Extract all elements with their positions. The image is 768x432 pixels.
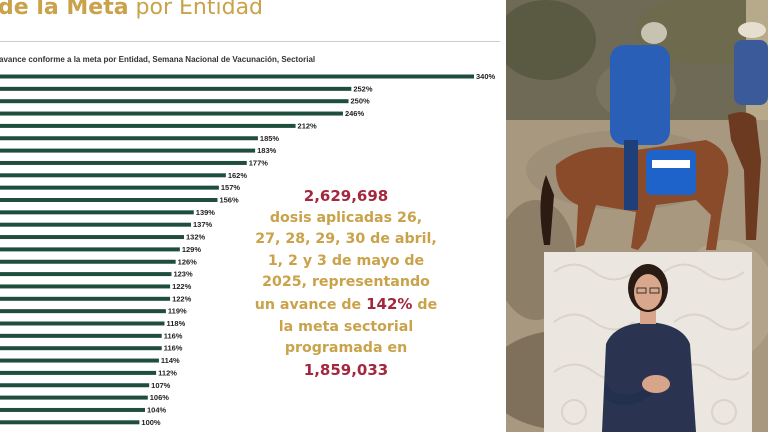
chart-bar xyxy=(0,383,150,388)
stat-percent: 142% xyxy=(366,294,413,313)
bar-value-label: 177% xyxy=(249,158,269,167)
bar-value-label: 340% xyxy=(476,72,496,81)
chart-subtitle: avance conforme a la meta por Entidad, S… xyxy=(0,55,316,64)
slide-title: de la Meta por Entidad xyxy=(0,0,263,20)
chart-bar xyxy=(0,198,218,202)
bar-value-label: 119% xyxy=(168,307,187,316)
chart-bar xyxy=(0,284,171,289)
chart-bar xyxy=(0,420,140,425)
bar-value-label: 104% xyxy=(147,405,167,414)
chart-bar xyxy=(0,333,162,338)
bar-value-label: 250% xyxy=(351,97,371,106)
bar-value-label: 246% xyxy=(345,109,365,118)
chart-bar xyxy=(0,222,191,227)
chart-bar xyxy=(0,173,226,178)
chart-bar xyxy=(0,321,165,326)
bar-value-label: 100% xyxy=(141,430,161,432)
stat-line: programada en xyxy=(284,340,408,357)
bar-value-label: 114% xyxy=(161,356,180,365)
stat-text: de xyxy=(412,296,438,313)
bar-value-label: 122% xyxy=(172,282,192,291)
chart-bar xyxy=(0,309,166,314)
bar-value-label: 139% xyxy=(196,208,216,217)
stat-line: 1, 2 y 3 de mayo de xyxy=(267,252,425,269)
chart-bar xyxy=(0,235,185,240)
bar-value-label: 212% xyxy=(298,121,318,130)
stat-goal: 1,859,033 xyxy=(303,360,389,379)
stat-text: un avance de xyxy=(254,296,367,313)
bar-value-label: 185% xyxy=(260,134,280,143)
title-divider xyxy=(0,41,500,42)
chart-bar xyxy=(0,259,176,264)
bar-value-label: 126% xyxy=(178,257,198,266)
chart-bar xyxy=(0,123,296,128)
title-rest: por Entidad xyxy=(128,0,264,20)
chart-bar xyxy=(0,346,162,351)
chart-bar xyxy=(0,272,172,277)
chart-bar xyxy=(0,160,247,165)
chart-bar xyxy=(0,74,474,79)
slide-panel: de la Meta por Entidad avance conforme a… xyxy=(0,0,500,432)
bar-value-label: 252% xyxy=(353,84,373,93)
stat-line: la meta sectorial xyxy=(278,318,414,335)
chart-bar xyxy=(0,210,194,215)
interpreter-panel xyxy=(544,252,752,432)
bar-value-label: 112% xyxy=(158,368,177,377)
bar-value-label: 132% xyxy=(186,233,206,242)
chart-bar xyxy=(0,395,148,400)
chart-bar xyxy=(0,358,159,363)
stat-line: 27, 28, 29, 30 de abril, xyxy=(255,231,437,248)
bar-value-label: 137% xyxy=(193,220,213,229)
chart-bar xyxy=(0,99,349,104)
chart-bar xyxy=(0,148,256,153)
stat-callout: 2,629,698 dosis aplicadas 26, 27, 28, 29… xyxy=(226,186,466,381)
bar-value-label: 116% xyxy=(164,344,183,353)
bar-value-label: 116% xyxy=(164,331,183,340)
chart-bar xyxy=(0,407,145,412)
bar-value-label: 157% xyxy=(221,183,241,192)
panel-gap xyxy=(500,0,506,432)
chart-bar xyxy=(0,370,157,375)
stat-line: un avance de 142% de xyxy=(226,294,466,317)
bar-value-label: 106% xyxy=(150,393,170,402)
chart-bar xyxy=(0,185,219,190)
bar-value-label: 118% xyxy=(167,319,186,328)
bar-chart: 340% 252% 250% 246% 212% 185% 183% 177%162% 157%… xyxy=(0,72,496,432)
bar-value-label: 183% xyxy=(257,146,277,155)
chart-bar xyxy=(0,247,180,252)
chart-bar xyxy=(0,86,352,91)
bar-value-label: 156% xyxy=(219,196,239,205)
chart-bar xyxy=(0,136,258,141)
bar-value-label: 129% xyxy=(182,245,202,254)
chart-bar xyxy=(0,296,171,301)
chart-bar xyxy=(0,111,343,116)
bar-value-label: 107% xyxy=(151,381,171,390)
title-bold: de la Meta xyxy=(0,0,129,20)
stat-total: 2,629,698 xyxy=(303,187,389,205)
stat-line: dosis aplicadas 26, xyxy=(269,209,423,226)
sign-language-interpreter-image xyxy=(544,252,752,432)
stat-line: 2025, representando xyxy=(262,274,430,291)
bar-value-label: 123% xyxy=(173,270,193,279)
bar-value-label: 122% xyxy=(172,294,192,303)
bar-value-label: 162% xyxy=(228,171,248,180)
bar-value-label: 100% xyxy=(141,418,161,427)
